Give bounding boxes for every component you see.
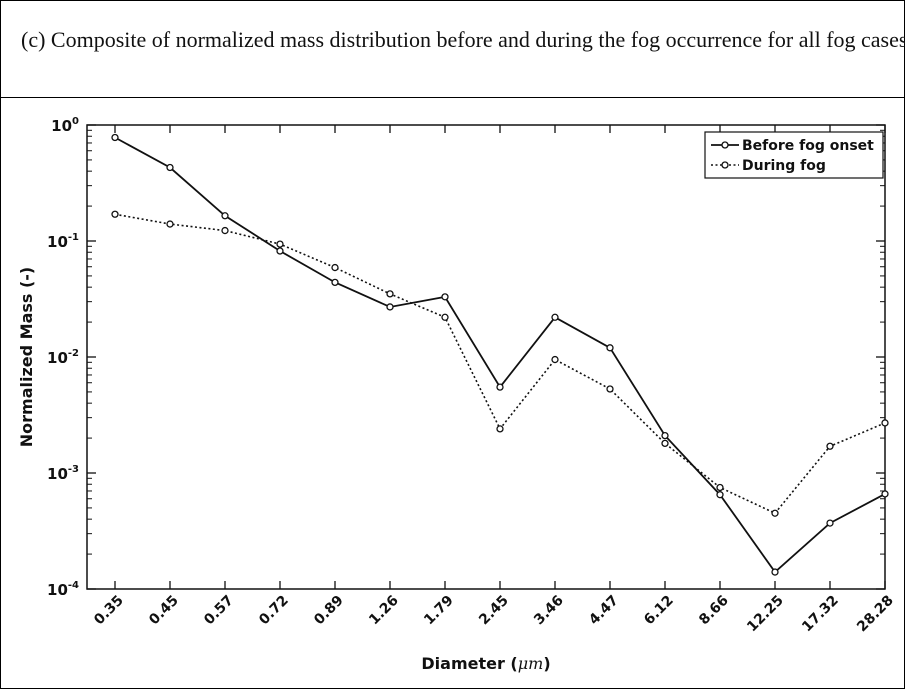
data-point-before: [771, 568, 779, 576]
data-point-during: [111, 210, 119, 218]
x-tick-label: 0.57: [201, 593, 237, 629]
x-tick-label: 1.26: [366, 593, 402, 629]
data-point-during: [276, 240, 284, 248]
data-point-before: [331, 278, 339, 287]
data-point-before: [111, 133, 119, 142]
plot-area-frame: [86, 124, 886, 590]
x-tick-label: 6.12: [641, 593, 677, 629]
x-tick-label: 1.79: [421, 593, 457, 629]
data-point-before: [496, 383, 504, 391]
data-point-during: [221, 226, 229, 235]
series-line-during-fog: [114, 213, 886, 515]
data-point-during: [771, 509, 779, 517]
data-point-before: [606, 344, 614, 352]
data-point-during: [166, 220, 174, 228]
data-point-during: [386, 290, 394, 298]
data-point-before: [716, 491, 724, 499]
data-point-before: [276, 247, 284, 255]
y-tick-label: 10-3: [47, 464, 79, 483]
x-tick-label: 3.46: [531, 593, 567, 629]
data-point-before: [441, 293, 449, 301]
data-point-before: [661, 431, 669, 440]
series-line-before-fog-onset: [114, 136, 886, 574]
data-point-before: [166, 163, 174, 172]
legend-marker: [721, 141, 729, 149]
y-tick-label: 10-4: [47, 580, 79, 599]
data-point-during: [331, 263, 339, 272]
x-tick-label: 0.89: [311, 593, 347, 629]
figure-caption: (c) Composite of normalized mass distrib…: [1, 1, 905, 98]
data-point-during: [881, 419, 889, 427]
data-point-during: [606, 385, 614, 393]
caption-text: (c) Composite of normalized mass distrib…: [21, 27, 905, 52]
data-point-during: [496, 425, 504, 433]
x-tick-label: 2.45: [476, 593, 512, 629]
y-axis-label: Normalized Mass (-): [17, 267, 36, 448]
data-point-during: [716, 483, 724, 492]
x-tick-label: 4.47: [586, 593, 622, 629]
y-tick-label: 100: [51, 116, 79, 135]
x-axis-label: Diameter (μm): [421, 654, 550, 673]
data-point-during: [661, 439, 669, 448]
x-tick-label: 0.45: [146, 593, 182, 629]
data-point-during: [441, 313, 449, 321]
x-tick-label: 0.35: [91, 593, 127, 629]
data-point-before: [221, 212, 229, 220]
x-tick-label: 28.28: [854, 593, 897, 636]
legend-label: During fog: [742, 158, 826, 174]
x-tick-label: 17.32: [799, 593, 842, 636]
x-tick-label: 0.72: [256, 593, 292, 629]
y-tick-label: 10-1: [47, 232, 79, 251]
data-point-before: [386, 303, 394, 311]
data-point-before: [551, 313, 559, 321]
legend-marker: [721, 161, 729, 169]
data-point-before: [826, 519, 834, 527]
legend-box: [704, 131, 884, 179]
data-point-during: [551, 355, 559, 364]
y-tick-label: 10-2: [47, 348, 79, 367]
x-tick-label: 8.66: [696, 593, 732, 629]
x-tick-label: 12.25: [744, 593, 787, 636]
legend-label: Before fog onset: [742, 138, 874, 154]
data-point-before: [881, 490, 889, 498]
data-point-during: [826, 442, 834, 450]
